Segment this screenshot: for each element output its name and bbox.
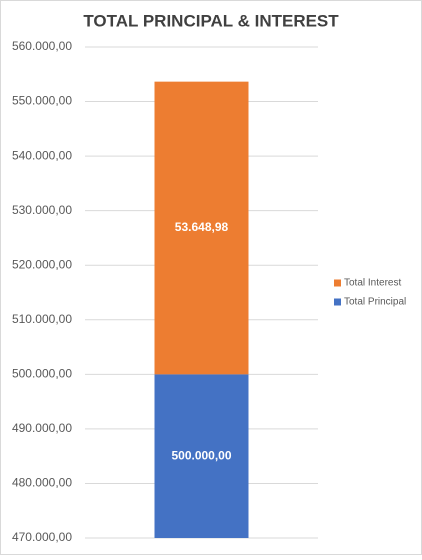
- y-tick-label: 520.000,00: [12, 257, 72, 271]
- y-tick-label: 480.000,00: [12, 476, 72, 490]
- y-tick-label: 540.000,00: [12, 148, 72, 162]
- data-label: 53.648,98: [175, 220, 229, 234]
- y-tick-label: 530.000,00: [12, 203, 72, 217]
- y-tick-label: 500.000,00: [12, 367, 72, 381]
- legend-label: Total Interest: [344, 278, 401, 289]
- bar-segment: [154, 81, 249, 375]
- y-tick-label: 550.000,00: [12, 94, 72, 108]
- y-tick-label: 490.000,00: [12, 421, 72, 435]
- y-tick-label: 510.000,00: [12, 312, 72, 326]
- legend-swatch: [334, 279, 341, 287]
- chart-title: TOTAL PRINCIPAL & INTEREST: [83, 11, 339, 30]
- y-tick-label: 470.000,00: [12, 530, 72, 544]
- legend-label: Total Principal: [344, 297, 406, 308]
- y-tick-label: 560.000,00: [12, 39, 72, 53]
- bar-segment: [154, 374, 249, 538]
- legend-swatch: [334, 298, 341, 306]
- data-label: 500.000,00: [171, 448, 231, 462]
